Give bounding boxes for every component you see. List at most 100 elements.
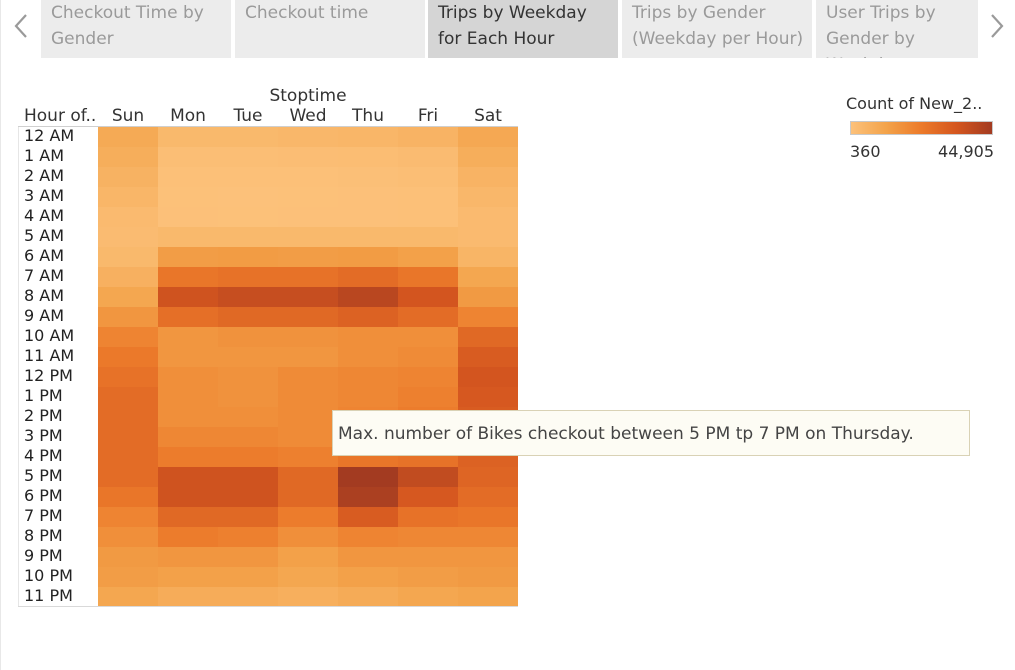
column-header-thu[interactable]: Thu xyxy=(352,106,384,126)
heatmap-cell[interactable] xyxy=(458,367,518,387)
heatmap-cell[interactable] xyxy=(158,287,218,307)
row-label[interactable]: 7 AM xyxy=(24,266,65,285)
heatmap-cell[interactable] xyxy=(338,287,398,307)
heatmap-cell[interactable] xyxy=(158,587,218,607)
heatmap-cell[interactable] xyxy=(218,447,278,467)
story-tab-user-trips-by-gender[interactable]: User Trips by Gender by Weekda xyxy=(816,0,978,58)
legend-title[interactable]: Count of New_2.. xyxy=(846,94,983,113)
row-label[interactable]: 5 AM xyxy=(24,226,65,245)
heatmap-cell[interactable] xyxy=(158,147,218,167)
heatmap-cell[interactable] xyxy=(218,367,278,387)
heatmap-cell[interactable] xyxy=(338,307,398,327)
heatmap-cell[interactable] xyxy=(338,227,398,247)
heatmap-cell[interactable] xyxy=(218,327,278,347)
row-label[interactable]: 11 AM xyxy=(24,346,75,365)
heatmap-cell[interactable] xyxy=(338,367,398,387)
heatmap-cell[interactable] xyxy=(158,307,218,327)
heatmap-cell[interactable] xyxy=(398,187,458,207)
heatmap-cell[interactable] xyxy=(98,207,158,227)
heatmap-cell[interactable] xyxy=(398,507,458,527)
heatmap-cell[interactable] xyxy=(458,327,518,347)
heatmap-cell[interactable] xyxy=(218,347,278,367)
heatmap-cell[interactable] xyxy=(218,527,278,547)
heatmap-cell[interactable] xyxy=(218,247,278,267)
row-label[interactable]: 8 PM xyxy=(24,526,63,545)
row-label[interactable]: 5 PM xyxy=(24,466,63,485)
heatmap-cell[interactable] xyxy=(398,207,458,227)
heatmap-cell[interactable] xyxy=(458,587,518,607)
heatmap-cell[interactable] xyxy=(398,287,458,307)
heatmap-cell[interactable] xyxy=(98,287,158,307)
chevron-right-icon[interactable] xyxy=(982,6,1012,46)
row-label[interactable]: 4 PM xyxy=(24,446,63,465)
story-tab-trips-by-weekday[interactable]: Trips by Weekday for Each Hour xyxy=(428,0,618,58)
heatmap-cell[interactable] xyxy=(218,507,278,527)
heatmap-cell[interactable] xyxy=(338,547,398,567)
heatmap-cell[interactable] xyxy=(458,527,518,547)
heatmap-cell[interactable] xyxy=(158,207,218,227)
heatmap-cell[interactable] xyxy=(218,187,278,207)
heatmap-cell[interactable] xyxy=(158,467,218,487)
row-label[interactable]: 1 PM xyxy=(24,386,63,405)
heatmap-cell[interactable] xyxy=(218,567,278,587)
heatmap-cell[interactable] xyxy=(98,147,158,167)
heatmap-cell[interactable] xyxy=(158,347,218,367)
heatmap-cell[interactable] xyxy=(338,267,398,287)
heatmap-cell[interactable] xyxy=(338,567,398,587)
heatmap-cell[interactable] xyxy=(458,347,518,367)
heatmap-cell[interactable] xyxy=(278,307,338,327)
heatmap-cell[interactable] xyxy=(98,427,158,447)
heatmap-cell[interactable] xyxy=(338,247,398,267)
heatmap-cell[interactable] xyxy=(398,127,458,147)
heatmap-cell[interactable] xyxy=(278,547,338,567)
story-tab-checkout-time[interactable]: Checkout time xyxy=(235,0,425,58)
heatmap-cell[interactable] xyxy=(158,367,218,387)
heatmap-cell[interactable] xyxy=(278,147,338,167)
heatmap-cell[interactable] xyxy=(398,227,458,247)
heatmap-cell[interactable] xyxy=(278,367,338,387)
heatmap-cell[interactable] xyxy=(278,247,338,267)
heatmap-cell[interactable] xyxy=(458,287,518,307)
heatmap-cell[interactable] xyxy=(98,527,158,547)
heatmap-cell[interactable] xyxy=(338,187,398,207)
row-label[interactable]: 11 PM xyxy=(24,586,73,605)
heatmap-cell[interactable] xyxy=(398,167,458,187)
row-label[interactable]: 6 PM xyxy=(24,486,63,505)
heatmap-cell[interactable] xyxy=(338,467,398,487)
heatmap-cell[interactable] xyxy=(98,127,158,147)
heatmap-cell[interactable] xyxy=(278,127,338,147)
heatmap-cell[interactable] xyxy=(158,447,218,467)
heatmap-cell[interactable] xyxy=(98,407,158,427)
heatmap-cell[interactable] xyxy=(158,267,218,287)
heatmap-cell[interactable] xyxy=(218,207,278,227)
heatmap-cell[interactable] xyxy=(458,167,518,187)
heatmap-cell[interactable] xyxy=(158,187,218,207)
heatmap-cell[interactable] xyxy=(458,127,518,147)
heatmap-cell[interactable] xyxy=(398,587,458,607)
heatmap-cell[interactable] xyxy=(338,507,398,527)
row-label[interactable]: 2 AM xyxy=(24,166,65,185)
heatmap-cell[interactable] xyxy=(398,387,458,407)
heatmap-cell[interactable] xyxy=(398,147,458,167)
heatmap-cell[interactable] xyxy=(278,527,338,547)
heatmap-cell[interactable] xyxy=(218,587,278,607)
heatmap-cell[interactable] xyxy=(338,347,398,367)
heatmap-cell[interactable] xyxy=(218,127,278,147)
heatmap-cell[interactable] xyxy=(158,407,218,427)
heatmap-cell[interactable] xyxy=(98,587,158,607)
heatmap-cell[interactable] xyxy=(398,327,458,347)
heatmap-cell[interactable] xyxy=(458,227,518,247)
row-label[interactable]: 1 AM xyxy=(24,146,65,165)
heatmap-cell[interactable] xyxy=(218,227,278,247)
heatmap-cell[interactable] xyxy=(218,407,278,427)
heatmap-cell[interactable] xyxy=(278,207,338,227)
heatmap-cell[interactable] xyxy=(398,267,458,287)
heatmap-cell[interactable] xyxy=(98,267,158,287)
chevron-left-icon[interactable] xyxy=(6,6,36,46)
heatmap-cell[interactable] xyxy=(338,387,398,407)
row-label[interactable]: 10 AM xyxy=(24,326,75,345)
heatmap-cell[interactable] xyxy=(278,587,338,607)
heatmap-cell[interactable] xyxy=(278,187,338,207)
heatmap-cell[interactable] xyxy=(458,207,518,227)
heatmap-cell[interactable] xyxy=(458,147,518,167)
